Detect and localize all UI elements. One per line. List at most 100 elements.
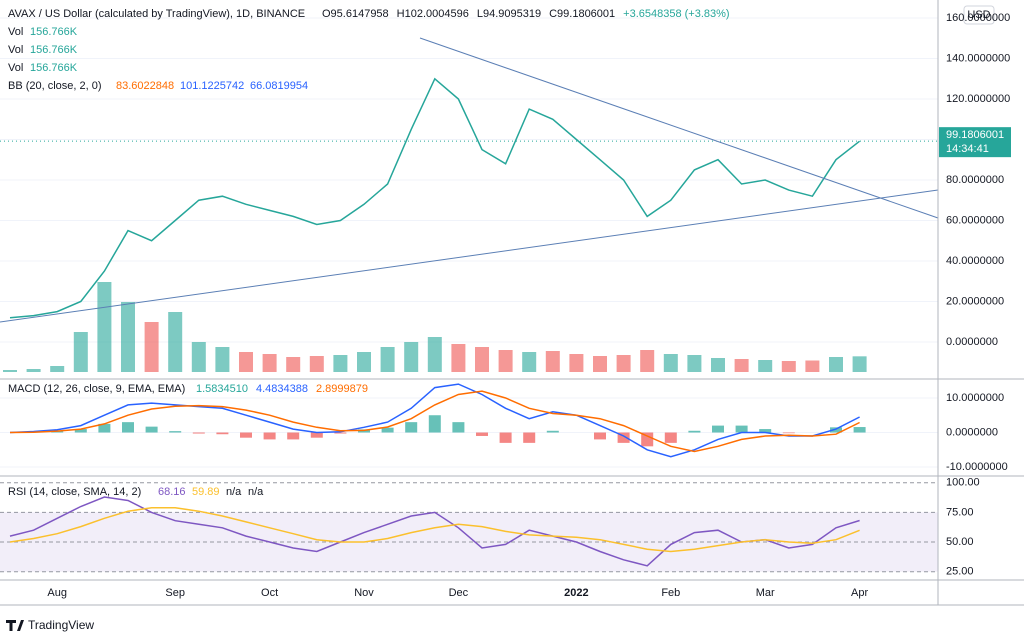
vol-label: Vol — [8, 26, 23, 38]
histogram-bar — [523, 432, 536, 443]
x-tick-label: 2022 — [564, 587, 588, 599]
trend-line — [0, 189, 939, 323]
histogram-bar — [122, 422, 134, 433]
x-tick-label: Sep — [165, 587, 185, 599]
y-tick-label: 0.0000000 — [946, 336, 998, 348]
volume-bar — [711, 358, 725, 372]
volume-bar — [475, 347, 489, 372]
volume-bar — [640, 350, 655, 372]
volume-bar — [663, 354, 678, 372]
volume-bar — [191, 342, 206, 372]
histogram-bar — [310, 432, 323, 438]
ohlc-value: L94.9095319 — [477, 8, 541, 20]
histogram-bar — [617, 432, 630, 443]
y-tick-label: 80.0000000 — [946, 174, 1004, 186]
bb-label: BB (20, close, 2, 0) — [8, 80, 102, 92]
currency[interactable]: USD — [967, 9, 990, 21]
volume-bar — [357, 352, 371, 372]
y-tick-label: 120.0000000 — [946, 93, 1010, 105]
volume-bar — [404, 342, 419, 372]
histogram-bar — [216, 432, 229, 435]
macd-value: 2.8999879 — [316, 383, 368, 395]
y-tick-label: 50.00 — [946, 536, 974, 548]
y-tick-label: 10.0000000 — [946, 392, 1004, 404]
histogram-bar — [192, 432, 205, 434]
ohlc-value: O95.6147958 — [322, 8, 389, 20]
histogram-bar — [594, 432, 606, 440]
ohlc: O95.6147958 H102.0004596 L94.9095319 C99.18… — [322, 8, 730, 20]
rsi-value: 59.89 — [192, 486, 220, 498]
histogram-bar — [334, 432, 347, 434]
volume-bar — [734, 359, 749, 372]
rsi-value: 68.16 — [158, 486, 186, 498]
volume-bar — [569, 354, 584, 372]
x-tick-label: Mar — [756, 587, 775, 599]
rsi-na: n/a — [248, 486, 264, 498]
x-tick-label: Aug — [47, 587, 67, 599]
macd-value: 4.4834388 — [256, 383, 308, 395]
volume-bar — [758, 360, 773, 372]
volume-bar — [215, 347, 230, 372]
histogram-bar — [263, 432, 276, 440]
volume-bar — [380, 347, 395, 372]
volume-bar — [522, 352, 537, 372]
vol-label: Vol — [8, 62, 23, 74]
histogram-bar — [145, 426, 158, 433]
series-line — [9, 496, 860, 567]
ohlc-value: C99.1806001 — [549, 8, 615, 20]
volume-bar — [26, 369, 41, 372]
volume-bar — [168, 312, 183, 372]
volume-bar — [616, 355, 631, 372]
y-tick-label: -10.0000000 — [946, 461, 1008, 473]
histogram-bar — [169, 431, 182, 433]
y-tick-label: 25.00 — [946, 566, 974, 578]
volume-bar — [852, 356, 867, 372]
volume-bar — [144, 322, 159, 372]
histogram-bar — [735, 425, 748, 433]
volume-bar — [451, 344, 466, 372]
y-tick-label: 160.0000000 — [946, 12, 1010, 24]
histogram-bar — [240, 432, 252, 438]
volume-bar — [121, 302, 135, 372]
rsi-label: RSI (14, close, SMA, 14, 2) — [8, 486, 141, 498]
histogram-bar — [74, 429, 87, 433]
histogram-bar — [452, 422, 465, 433]
volume-bar — [73, 332, 88, 372]
volume-bar — [829, 357, 843, 372]
volume-bar — [333, 355, 348, 372]
x-tick-label: Apr — [851, 587, 868, 599]
series-line — [9, 390, 860, 453]
histogram-bar — [853, 427, 866, 433]
histogram-bar — [428, 415, 441, 433]
volume-bar — [545, 351, 560, 372]
volume-bar — [50, 366, 65, 372]
histogram-bar — [405, 422, 418, 433]
rsi-na: n/a — [226, 486, 242, 498]
volume-bar — [309, 356, 324, 372]
price-tag-value: 99.1806001 — [946, 129, 1004, 141]
price-tag — [939, 127, 1011, 158]
bb-value: 66.0819954 — [250, 80, 308, 92]
volume-bar — [3, 370, 17, 372]
y-tick-label: 20.0000000 — [946, 295, 1004, 307]
volume-bar — [687, 355, 702, 372]
x-tick-label: Dec — [449, 587, 469, 599]
histogram-bar — [287, 432, 300, 440]
series-line — [9, 383, 860, 458]
currency-box[interactable] — [963, 5, 995, 25]
histogram-bar — [546, 430, 559, 433]
vol-value: 156.766K — [30, 62, 78, 74]
series-line — [9, 506, 860, 553]
y-tick-label: 0.0000000 — [946, 426, 998, 438]
macd-label: MACD (12, 26, close, 9, EMA, EMA) — [8, 383, 185, 395]
x-tick-label: Oct — [261, 587, 278, 599]
histogram-bar — [98, 423, 111, 433]
brand: TradingView — [28, 618, 94, 632]
y-tick-label: 140.0000000 — [946, 52, 1010, 64]
histogram-bar — [499, 432, 512, 443]
histogram-bar — [641, 432, 654, 447]
volume-bar — [498, 350, 513, 372]
histogram-bar — [830, 427, 842, 433]
histogram-bar — [759, 429, 772, 433]
